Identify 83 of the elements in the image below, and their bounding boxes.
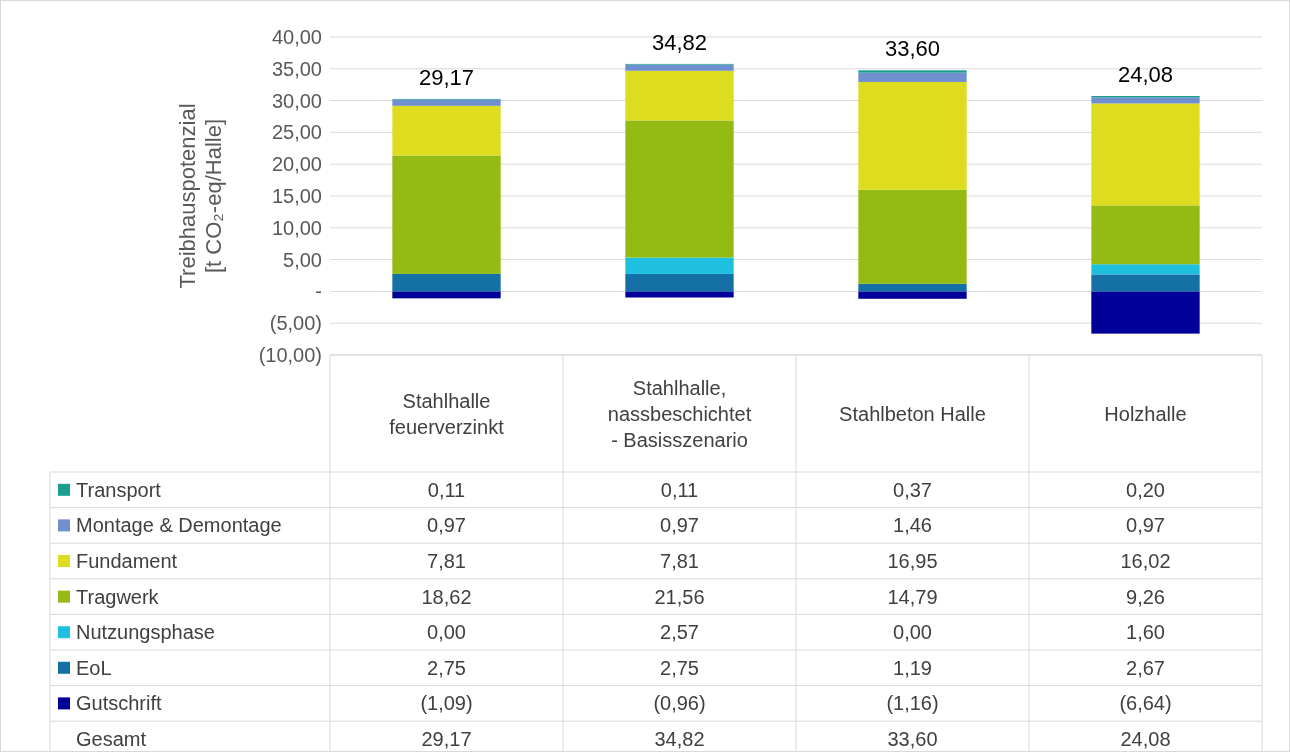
text: 24,08 xyxy=(1120,728,1171,750)
data-label: (6,64) xyxy=(1119,692,1172,715)
bar xyxy=(858,70,967,73)
legend-label: Gutschrift xyxy=(76,692,163,715)
total-label: 34,82 xyxy=(651,29,708,55)
y-tick-label: 25,00 xyxy=(271,121,322,144)
data-label: 0,97 xyxy=(1126,514,1165,537)
bar xyxy=(858,189,967,284)
data-label: 9,26 xyxy=(1126,585,1165,608)
legend-label: EoL xyxy=(76,656,112,679)
bar xyxy=(1091,291,1200,334)
bar xyxy=(625,291,734,298)
y-tick-label: 10,00 xyxy=(271,216,322,239)
data-label: 2,57 xyxy=(660,621,699,644)
total-label: 29,17 xyxy=(418,64,475,90)
y-tick-label: 5,00 xyxy=(283,248,322,271)
text: Gesamt xyxy=(76,728,147,750)
legend-label: Montage & Demontage xyxy=(76,514,282,537)
legend-label: Nutzungsphase xyxy=(76,621,215,644)
y-tick-label: (5,00) xyxy=(269,312,322,335)
data-label: (1,16) xyxy=(886,692,939,715)
data-label: 0,00 xyxy=(427,621,466,644)
data-label: (1,09) xyxy=(420,692,473,715)
bar xyxy=(1091,97,1200,104)
y-tick-label: 30,00 xyxy=(271,89,322,112)
data-label: 0,11 xyxy=(427,478,466,501)
bar xyxy=(858,291,967,299)
bar xyxy=(1091,205,1200,265)
data-label: 1,60 xyxy=(1126,621,1165,644)
data-label: (0,96) xyxy=(653,692,706,715)
data-label: 14,79 xyxy=(887,585,938,608)
data-label: 7,81 xyxy=(660,550,699,572)
bar xyxy=(392,99,501,106)
data-label: 1,19 xyxy=(893,656,932,679)
bar xyxy=(392,273,501,292)
bar xyxy=(1091,103,1200,206)
data-label: 7,81 xyxy=(427,550,466,572)
data-label: 0,11 xyxy=(660,478,699,501)
data-label: 2,67 xyxy=(1126,656,1165,679)
y-tick-label: 35,00 xyxy=(271,57,322,80)
bar xyxy=(392,105,501,156)
text: 29,17 xyxy=(421,728,472,750)
bar xyxy=(1091,264,1200,275)
legend-label: Fundament xyxy=(76,550,178,572)
x-tick-label: Stahlbeton Halle xyxy=(839,402,986,425)
bar xyxy=(1091,274,1200,292)
y-tick-label: (10,00) xyxy=(258,344,322,366)
data-label: 1,46 xyxy=(893,514,932,537)
data-label: 0,97 xyxy=(427,514,466,537)
bar xyxy=(625,64,734,71)
data-label: 21,56 xyxy=(654,585,705,608)
data-label: 0,00 xyxy=(893,621,932,644)
data-label: 16,02 xyxy=(1120,550,1171,572)
total-label: 24,08 xyxy=(1117,62,1174,88)
bar xyxy=(392,291,501,299)
bar xyxy=(625,257,734,274)
bar xyxy=(858,72,967,82)
bar xyxy=(625,273,734,292)
data-label: 16,95 xyxy=(887,550,938,572)
bar xyxy=(625,70,734,121)
text: 34,82 xyxy=(654,728,705,750)
text: 33,60 xyxy=(887,728,938,750)
y-tick-label: 20,00 xyxy=(271,153,322,176)
x-tick-label: Stahlhalle, nassbeschichtet - Basisszenario xyxy=(607,376,752,451)
x-tick-label: Holzhalle xyxy=(1104,402,1187,425)
x-tick-label: Stahlhalle feuerverzinkt xyxy=(389,389,505,438)
bar xyxy=(858,283,967,292)
y-axis-title: Treibhauspotenzial [t CO₂-eq/Halle] xyxy=(174,103,226,289)
y-tick-label: - xyxy=(315,280,322,303)
data-label: 0,37 xyxy=(893,478,932,501)
bar xyxy=(858,81,967,190)
data-label: 2,75 xyxy=(660,656,699,679)
bar xyxy=(625,120,734,258)
y-tick-label: 40,00 xyxy=(271,26,322,48)
total-label: 33,60 xyxy=(884,36,941,62)
data-label: 2,75 xyxy=(427,656,466,679)
legend-label: Tragwerk xyxy=(76,585,160,608)
data-label: 0,97 xyxy=(660,514,699,537)
data-label: 18,62 xyxy=(421,585,472,608)
data-label: 0,20 xyxy=(1126,478,1165,501)
legend-label: Transport xyxy=(76,478,162,501)
y-tick-label: 15,00 xyxy=(271,185,322,207)
bar xyxy=(392,155,501,274)
